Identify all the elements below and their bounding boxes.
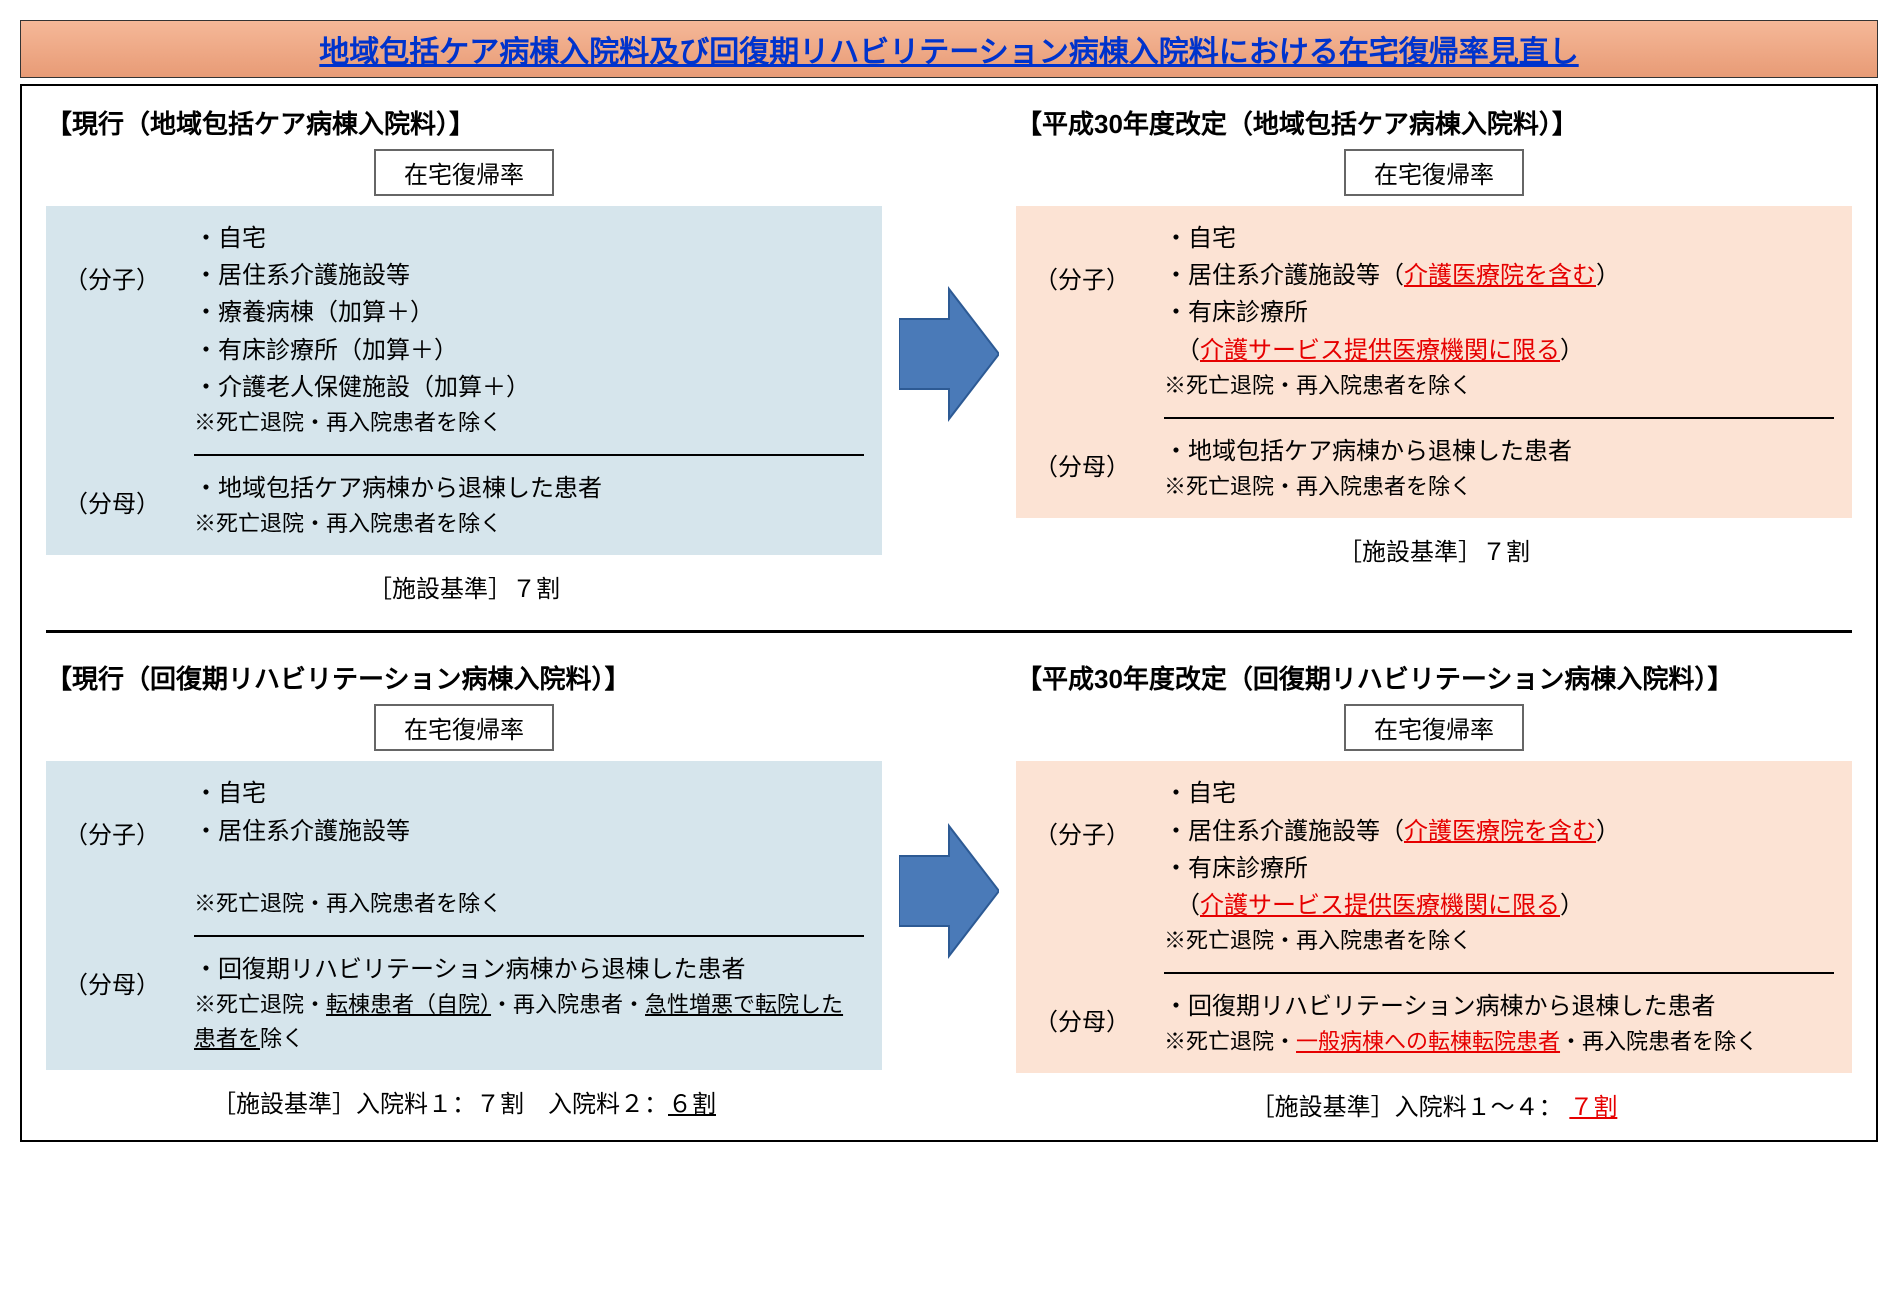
- numerator-label: （分子）: [1034, 220, 1154, 295]
- rate-label: 在宅復帰率: [1344, 704, 1524, 751]
- numerator-content: ・自宅・居住系介護施設等（介護医療院を含む）・有床診療所 （介護サービス提供医療…: [1164, 220, 1834, 403]
- denominator-label: （分母）: [1034, 988, 1154, 1037]
- panel-top-left: 【現行（地域包括ケア病棟入院料）】在宅復帰率 （分子）・自宅・居住系介護施設等・療…: [46, 104, 882, 604]
- numerator-content: ・自宅・居住系介護施設等・療養病棟（加算＋）・有床診療所（加算＋）・介護老人保健…: [194, 220, 864, 440]
- page-title: 地域包括ケア病棟入院料及び回復期リハビリテーション病棟入院料における在宅復帰率見…: [20, 20, 1878, 78]
- fraction-line: [1164, 417, 1834, 419]
- rate-label: 在宅復帰率: [374, 704, 554, 751]
- denominator-content: ・回復期リハビリテーション病棟から退棟した患者※死亡退院・転棟患者（自院）・再入…: [194, 951, 864, 1056]
- fraction-line: [1164, 972, 1834, 974]
- fraction-line: [194, 454, 864, 456]
- formula-box: （分子）・自宅・居住系介護施設等（介護医療院を含む）・有床診療所 （介護サービス…: [1016, 206, 1852, 518]
- arrow-right-icon: [899, 284, 999, 424]
- formula-box: （分子）・自宅・居住系介護施設等・療養病棟（加算＋）・有床診療所（加算＋）・介護…: [46, 206, 882, 555]
- criteria-text: ［施設基準］入院料１～４： ７割: [1016, 1087, 1852, 1122]
- section-heading: 【現行（回復期リハビリテーション病棟入院料）】: [46, 659, 882, 696]
- numerator-content: ・自宅・居住系介護施設等（介護医療院を含む）・有床診療所 （介護サービス提供医療…: [1164, 775, 1834, 958]
- formula-box: （分子）・自宅・居住系介護施設等（介護医療院を含む）・有床診療所 （介護サービス…: [1016, 761, 1852, 1073]
- denominator-content: ・地域包括ケア病棟から退棟した患者※死亡退院・再入院患者を除く: [1164, 433, 1834, 504]
- panel-top-right: 【平成30年度改定（地域包括ケア病棟入院料）】在宅復帰率 （分子）・自宅・居住系介…: [1016, 104, 1852, 604]
- numerator-content: ・自宅・居住系介護施設等 ※死亡退院・再入院患者を除く: [194, 775, 864, 921]
- row-bottom: 【現行（回復期リハビリテーション病棟入院料）】在宅復帰率（分子）・自宅・居住系介…: [46, 659, 1852, 1122]
- denominator-label: （分母）: [1034, 433, 1154, 482]
- criteria-text: ［施設基準］入院料１：７割 入院料２：６割: [46, 1084, 882, 1119]
- arrow-right-icon: [899, 821, 999, 961]
- formula-box: （分子）・自宅・居住系介護施設等 ※死亡退院・再入院患者を除く（分母）・回復期リ…: [46, 761, 882, 1070]
- row-top: 【現行（地域包括ケア病棟入院料）】在宅復帰率（分子）・自宅・居住系介護施設等・療…: [46, 104, 1852, 604]
- section-heading: 【現行（地域包括ケア病棟入院料）】: [46, 104, 882, 141]
- numerator-label: （分子）: [64, 775, 184, 850]
- numerator-label: （分子）: [64, 220, 184, 295]
- denominator-content: ・回復期リハビリテーション病棟から退棟した患者※死亡退院・一般病棟への転棟転院患…: [1164, 988, 1834, 1059]
- section-heading: 【平成30年度改定（地域包括ケア病棟入院料）】: [1016, 104, 1852, 141]
- rate-label: 在宅復帰率: [374, 149, 554, 196]
- rate-label: 在宅復帰率: [1344, 149, 1524, 196]
- denominator-content: ・地域包括ケア病棟から退棟した患者※死亡退院・再入院患者を除く: [194, 470, 864, 541]
- section-heading: 【平成30年度改定（回復期リハビリテーション病棟入院料）】: [1016, 659, 1852, 696]
- panel-bottom-left: 【現行（回復期リハビリテーション病棟入院料）】在宅復帰率 （分子）・自宅・居住系介…: [46, 659, 882, 1122]
- denominator-label: （分母）: [64, 470, 184, 519]
- criteria-text: ［施設基準］７割: [46, 569, 882, 604]
- fraction-line: [194, 935, 864, 937]
- denominator-label: （分母）: [64, 951, 184, 1000]
- arrow-top: [894, 104, 1004, 604]
- section-divider: [46, 630, 1852, 633]
- criteria-text: ［施設基準］７割: [1016, 532, 1852, 567]
- panel-bottom-right: 【平成30年度改定（回復期リハビリテーション病棟入院料）】在宅復帰率 （分子）・自…: [1016, 659, 1852, 1122]
- main-frame: 【現行（地域包括ケア病棟入院料）】在宅復帰率（分子）・自宅・居住系介護施設等・療…: [20, 84, 1878, 1142]
- numerator-label: （分子）: [1034, 775, 1154, 850]
- arrow-bottom: [894, 659, 1004, 1122]
